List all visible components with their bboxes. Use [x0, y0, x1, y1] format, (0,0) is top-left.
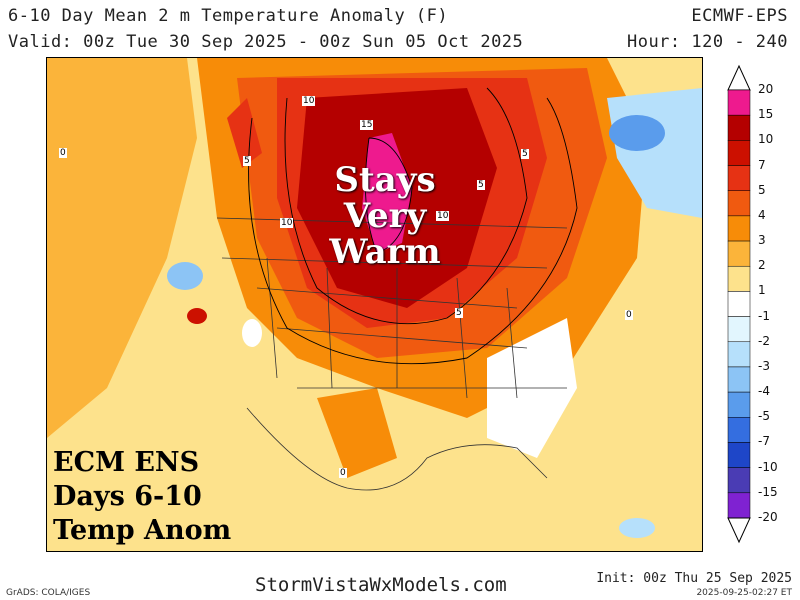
site-name: StormVistaWxModels.com [255, 574, 507, 596]
colorbar-label: 3 [758, 233, 766, 248]
overlay-line-2: Very [343, 196, 427, 236]
colorbar-label: -2 [758, 333, 770, 348]
contour-label: 10 [280, 218, 294, 228]
colorbar-label: 2 [758, 258, 766, 273]
grads-credit: GrADS: COLA/IGES [6, 588, 91, 598]
colorbar-label: -7 [758, 434, 770, 449]
colorbar-label: -10 [758, 459, 778, 474]
contour-label: 5 [243, 156, 251, 166]
colorbar [727, 64, 751, 544]
colorbar-label: 10 [758, 132, 774, 147]
colorbar-swatch [727, 165, 751, 191]
overlay-line-1: Stays [334, 160, 436, 200]
contour-label: 10 [302, 96, 316, 106]
labrador-cool [609, 115, 665, 151]
anomaly-map: 10 15 5 5 5 10 10 5 0 0 0 Stays Very War… [46, 57, 703, 552]
colorbar-swatch [727, 341, 751, 368]
ecm-ens-caption: ECM ENS Days 6-10 Temp Anom [53, 446, 231, 548]
colorbar-label: 5 [758, 182, 766, 197]
valid-period: Valid: 00z Tue 30 Sep 2025 - 00z Sun 05 … [8, 32, 524, 52]
colorbar-swatch [727, 442, 751, 468]
contour-label: 5 [477, 180, 485, 190]
colorbar-label: 4 [758, 207, 766, 222]
colorbar-label: -3 [758, 358, 770, 373]
caption-line-2: Days 6-10 [53, 481, 202, 512]
map-title: 6-10 Day Mean 2 m Temperature Anomaly (F… [8, 6, 449, 26]
colorbar-swatch [727, 492, 751, 519]
colorbar-swatch [727, 366, 751, 393]
colorbar-swatch [727, 316, 751, 343]
alaska-pocket [227, 98, 262, 168]
caribbean-cool [619, 518, 655, 538]
stays-very-warm-text: Stays Very Warm [305, 162, 465, 270]
south-warm [317, 388, 397, 478]
colorbar-label: -1 [758, 308, 770, 323]
contours [248, 87, 578, 365]
anomaly-field [47, 58, 702, 551]
init-time: Init: 00z Thu 25 Sep 2025 [596, 571, 792, 586]
colorbar-swatch [727, 215, 751, 242]
contour-label: 10 [436, 211, 450, 221]
colorbar-top-arrow [727, 64, 751, 91]
colorbar-swatch [727, 467, 751, 494]
colorbar-swatch [727, 114, 751, 141]
colorbar-swatch [727, 140, 751, 166]
west-warm-pocket [187, 308, 207, 324]
caption-line-1: ECM ENS [53, 447, 200, 478]
colorbar-label: -4 [758, 384, 770, 399]
west-cool-pocket [167, 262, 203, 290]
colorbar-swatch [727, 240, 751, 267]
colorbar-swatch [727, 291, 751, 317]
contour-label: 5 [455, 308, 463, 318]
colorbar-swatch [727, 417, 751, 443]
overlay-line-3: Warm [329, 232, 441, 272]
model-name: ECMWF-EPS [691, 6, 788, 26]
contour-label: 0 [625, 310, 633, 320]
colorbar-bottom-arrow [727, 517, 751, 544]
colorbar-label: 1 [758, 283, 766, 298]
colorbar-label: -5 [758, 409, 770, 424]
caption-line-3: Temp Anom [53, 515, 232, 546]
forecast-hours: Hour: 120 - 240 [626, 32, 788, 52]
pacific-anomaly [47, 58, 197, 438]
colorbar-label: 20 [758, 82, 774, 96]
contour-label: 5 [521, 149, 529, 159]
colorbar-swatch [727, 89, 751, 116]
contour-label: 0 [339, 468, 347, 478]
colorbar-swatch [727, 391, 751, 418]
timestamp: 2025-09-25-02:27 ET [696, 588, 792, 598]
contour-label: 0 [59, 148, 67, 158]
colorbar-label: 15 [758, 107, 774, 122]
colorbar-label: 7 [758, 157, 766, 172]
colorbar-label: -15 [758, 484, 778, 499]
contour-label: 15 [360, 120, 374, 130]
colorbar-swatch [727, 265, 751, 292]
west-neutral-pocket [242, 319, 262, 347]
colorbar-label: -20 [758, 510, 778, 524]
colorbar-swatch [727, 190, 751, 217]
